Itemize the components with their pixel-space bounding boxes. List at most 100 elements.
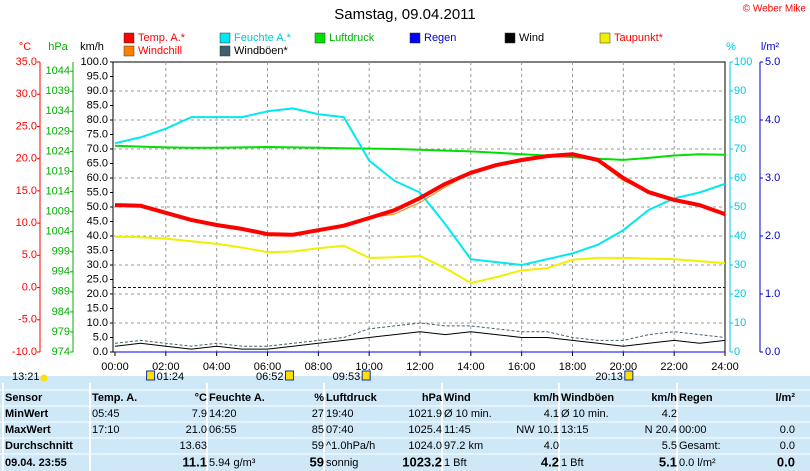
y-tick-label: 40.0	[87, 230, 108, 242]
table-cell: N 20.4	[645, 424, 677, 436]
y-tick-label: 5.0	[93, 331, 108, 343]
y-tick-label: 80	[734, 114, 746, 126]
table-cell: 1024.0	[408, 440, 442, 452]
y-tick-label: 35.0	[16, 56, 37, 68]
table-cell: 27	[312, 408, 324, 420]
series-line	[114, 331, 726, 350]
table-cell: NW 10.1	[516, 424, 559, 436]
marker-icon	[361, 370, 371, 381]
table-cell: Ø 10 min.	[561, 408, 609, 420]
table-cell: 19:40	[326, 408, 354, 420]
table-cell: 4.2	[541, 454, 559, 469]
y-tick-label: 1039	[46, 85, 70, 97]
axis-unit: l/m²	[761, 41, 780, 53]
axis-unit: km/h	[80, 41, 104, 53]
table-cell: 1 Bft	[444, 457, 467, 469]
table-header: Feuchte A.	[209, 392, 265, 404]
legend-label: Windböen*	[234, 45, 289, 57]
y-tick-label: 1029	[46, 125, 70, 137]
table-cell: 05:45	[92, 408, 120, 420]
table-header: Windböen	[561, 392, 614, 404]
legend-label: Wind	[519, 32, 544, 44]
table-cell: 17:10	[92, 424, 120, 436]
table-header: km/h	[533, 392, 559, 404]
table-header: hPa	[422, 392, 443, 404]
x-tick-label: 08:00	[305, 361, 333, 373]
table-cell: 4.1	[544, 408, 559, 420]
y-tick-label: 984	[52, 306, 70, 318]
y-tick-label: 0	[734, 346, 740, 358]
y-tick-label: 10.0	[16, 217, 37, 229]
y-tick-label: 10	[734, 317, 746, 329]
legend-label: Feuchte A.*	[234, 32, 292, 44]
table-cell: 7.9	[192, 408, 207, 420]
y-tick-label: 10.0	[87, 317, 108, 329]
y-tick-label: 50.0	[87, 201, 108, 213]
legend-label: Temp. A.*	[138, 32, 186, 44]
series-line	[114, 322, 726, 347]
y-tick-label: 60.0	[87, 172, 108, 184]
y-tick-label: 15.0	[87, 302, 108, 314]
y-tick-label: 90.0	[87, 85, 108, 97]
y-tick-label: 5.0	[22, 249, 37, 261]
table-header: Temp. A.	[92, 392, 137, 404]
credit: © Weber Mike	[743, 4, 807, 15]
x-tick-label: 24:00	[711, 361, 739, 373]
table-header: Sensor	[5, 392, 43, 404]
table-cell: 1023.2	[402, 454, 442, 469]
y-tick-label: 80.0	[87, 114, 108, 126]
table-cell: ^1.0hPa/h	[326, 440, 375, 452]
y-tick-label: 989	[52, 286, 70, 298]
y-tick-label: 25.0	[16, 120, 37, 132]
table-header: Wind	[444, 392, 471, 404]
y-tick-label: 55.0	[87, 186, 108, 198]
table-cell: 21.0	[186, 424, 207, 436]
y-tick-label: 60	[734, 172, 746, 184]
x-tick-label: 06:00	[254, 361, 282, 373]
table-cell: 4.2	[662, 408, 677, 420]
sun-icon	[40, 374, 48, 382]
x-tick-label: 14:00	[457, 361, 485, 373]
y-tick-label: 4.0	[765, 114, 780, 126]
legend-swatch	[504, 32, 516, 44]
marker-label: 09:53	[333, 371, 361, 383]
y-tick-label: 40	[734, 230, 746, 242]
series-line	[114, 107, 726, 266]
y-tick-label: 35.0	[87, 244, 108, 256]
y-tick-label: 1004	[46, 226, 70, 238]
x-tick-label: 04:00	[203, 361, 231, 373]
table-header: Regen	[679, 392, 713, 404]
x-tick-label: 16:00	[508, 361, 536, 373]
table-header: km/h	[651, 392, 677, 404]
y-tick-label: 30.0	[87, 259, 108, 271]
y-tick-label: 1024	[46, 145, 70, 157]
legend-label: Luftdruck	[329, 32, 375, 44]
legend-swatch	[219, 45, 231, 57]
axis-unit: °C	[19, 41, 31, 53]
y-tick-label: 95.0	[87, 70, 108, 82]
table-header: l/m²	[775, 392, 795, 404]
x-tick-label: 22:00	[660, 361, 688, 373]
x-tick-label: 12:00	[406, 361, 434, 373]
y-tick-label: 0.0	[93, 346, 108, 358]
y-tick-label: 15.0	[16, 185, 37, 197]
x-tick-label: 02:00	[152, 361, 180, 373]
table-cell: 11.1	[182, 454, 207, 469]
y-tick-label: 3.0	[765, 172, 780, 184]
y-tick-label: 45.0	[87, 215, 108, 227]
legend-label: Windchill	[138, 45, 182, 57]
y-tick-label: 0.0	[765, 346, 780, 358]
y-tick-label: 20.0	[87, 288, 108, 300]
legend-label: Regen	[424, 32, 456, 44]
y-tick-label: 1044	[46, 65, 70, 77]
y-tick-label: 1014	[46, 185, 70, 197]
legend-label: Taupunkt*	[614, 32, 664, 44]
table-cell: 59	[312, 440, 324, 452]
table-cell: 5.1	[659, 454, 677, 469]
table-header: °C	[195, 392, 207, 404]
table-cell: 1 Bft	[561, 457, 584, 469]
table-cell: sonnig	[326, 457, 358, 469]
legend-swatch	[123, 45, 135, 57]
marker-label: 01:24	[157, 371, 185, 383]
